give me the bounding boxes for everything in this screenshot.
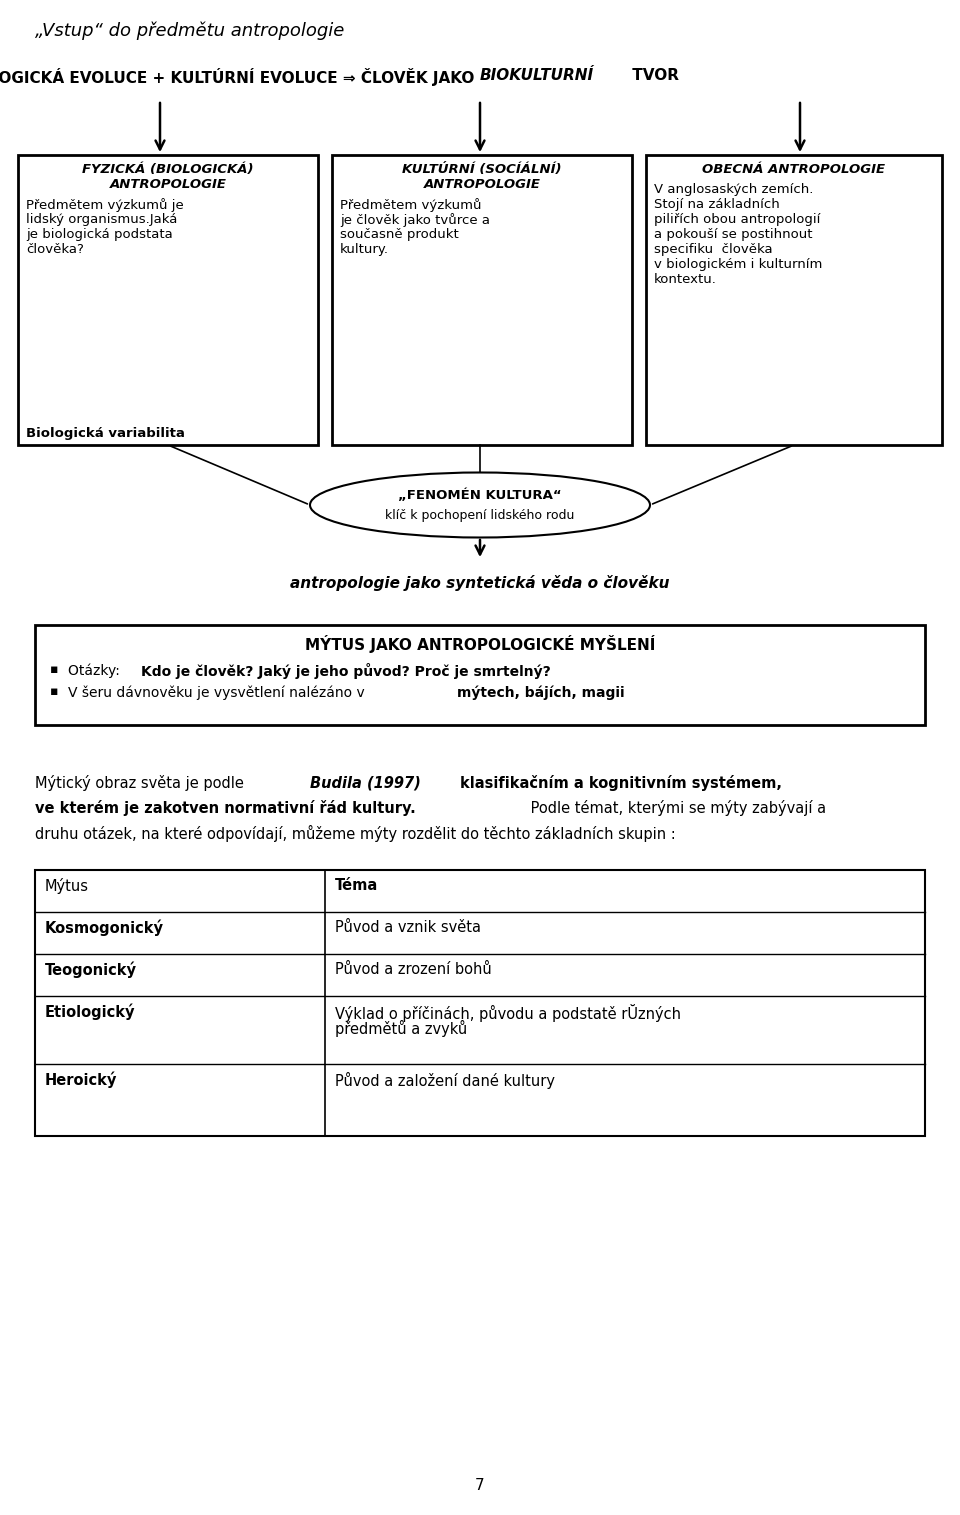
Text: klasifikačním a kognitivním systémem,: klasifikačním a kognitivním systémem,: [460, 776, 782, 791]
Text: Mýtus: Mýtus: [45, 879, 89, 894]
Text: Heroický: Heroický: [45, 1073, 117, 1088]
Text: Kdo je člověk? Jaký je jeho původ? Proč je smrtelný?: Kdo je člověk? Jaký je jeho původ? Proč …: [140, 664, 550, 679]
Text: BIOKULTURNÍ: BIOKULTURNÍ: [480, 68, 594, 83]
Text: kontextu.: kontextu.: [654, 273, 717, 286]
Bar: [35, 626, 925, 726]
Text: Původ a založení dané kultury: Původ a založení dané kultury: [335, 1073, 555, 1089]
Text: ▪: ▪: [50, 664, 59, 676]
Text: V šeru dávnověku je vysvětlení nalézáno v: V šeru dávnověku je vysvětlení nalézáno …: [68, 685, 370, 700]
Text: v biologickém i kulturním: v biologickém i kulturním: [654, 258, 823, 271]
Text: TVOR: TVOR: [627, 68, 680, 83]
Text: je člověk jako tvůrce a: je člověk jako tvůrce a: [340, 214, 490, 227]
Text: mýtech, bájích, magii: mýtech, bájích, magii: [457, 685, 624, 700]
Text: „FENOMÉN KULTURA“: „FENOMÉN KULTURA“: [398, 488, 562, 501]
Text: antropologie jako syntetická věda o člověku: antropologie jako syntetická věda o člov…: [290, 576, 670, 591]
Text: FYZICKÁ (BIOLOGICKÁ): FYZICKÁ (BIOLOGICKÁ): [83, 164, 253, 176]
Ellipse shape: [310, 473, 650, 538]
Text: Podle témat, kterými se mýty zabývají a: Podle témat, kterými se mýty zabývají a: [526, 800, 827, 817]
Text: V anglosaských zemích.: V anglosaských zemích.: [654, 183, 813, 195]
Text: MÝTUS JAKO ANTROPOLOGICKÉ MYŠLENÍ: MÝTUS JAKO ANTROPOLOGICKÉ MYŠLENÍ: [305, 635, 655, 653]
Text: KULTÚRNÍ (SOCÍÁLNÍ): KULTÚRNÍ (SOCÍÁLNÍ): [402, 164, 562, 176]
Text: OBECNÁ ANTROPOLOGIE: OBECNÁ ANTROPOLOGIE: [703, 164, 885, 176]
Text: Biologická variabilita: Biologická variabilita: [26, 427, 185, 439]
Text: ▪: ▪: [50, 685, 59, 698]
Text: specifiku  člověka: specifiku člověka: [654, 242, 773, 256]
Text: 7: 7: [475, 1479, 485, 1492]
Text: Téma: Téma: [335, 879, 378, 892]
Text: BIOLOGICKÁ EVOLUCE + KULTÚRNÍ EVOLUCE ⇒ ČLOVĚK JAKO: BIOLOGICKÁ EVOLUCE + KULTÚRNÍ EVOLUCE ⇒ …: [0, 68, 480, 86]
Text: předmětů a zvyků: předmětů a zvyků: [335, 1020, 468, 1036]
Text: „Vstup“ do předmětu antropologie: „Vstup“ do předmětu antropologie: [35, 23, 345, 41]
Bar: [18, 155, 318, 445]
Text: Stojí na základních: Stojí na základních: [654, 198, 780, 211]
Bar: [35, 870, 925, 1136]
Text: Kosmogonický: Kosmogonický: [45, 920, 164, 936]
Text: Mýtický obraz světa je podle: Mýtický obraz světa je podle: [35, 776, 249, 791]
Text: piliřích obou antropologií: piliřích obou antropologií: [654, 214, 821, 226]
Text: ve kterém je zakotven normativní řád kultury.: ve kterém je zakotven normativní řád kul…: [35, 800, 416, 817]
Text: člověka?: člověka?: [26, 242, 84, 256]
Text: kultury.: kultury.: [340, 242, 389, 256]
Text: druhu otázek, na které odpovídají, můžeme mýty rozdělit do těchto základních sku: druhu otázek, na které odpovídají, můžem…: [35, 826, 676, 842]
Text: ANTROPOLOGIE: ANTROPOLOGIE: [423, 177, 540, 191]
Text: Původ a zrození bohů: Původ a zrození bohů: [335, 962, 492, 977]
Text: Otázky:: Otázky:: [68, 664, 124, 677]
Text: lidský organismus.Jaká: lidský organismus.Jaká: [26, 214, 178, 226]
Text: Etiologický: Etiologický: [45, 1004, 135, 1021]
Bar: [646, 155, 942, 445]
Text: ANTROPOLOGIE: ANTROPOLOGIE: [109, 177, 227, 191]
Text: Výklad o příčinách, původu a podstatě rŬzných: Výklad o příčinách, původu a podstatě rŬ…: [335, 1004, 681, 1023]
Text: je biologická podstata: je biologická podstata: [26, 227, 173, 241]
Text: Předmětem výzkumů: Předmětem výzkumů: [340, 198, 482, 212]
Text: Předmětem výzkumů je: Předmětem výzkumů je: [26, 198, 183, 212]
Bar: [332, 155, 632, 445]
Text: Teogonický: Teogonický: [45, 962, 137, 979]
Text: klíč k pochopení lidského rodu: klíč k pochopení lidského rodu: [385, 509, 575, 521]
Text: a pokouší se postihnout: a pokouší se postihnout: [654, 227, 812, 241]
Text: Původ a vznik světa: Původ a vznik světa: [335, 920, 481, 935]
Text: současně produkt: současně produkt: [340, 227, 459, 241]
Text: Budila (1997): Budila (1997): [310, 776, 426, 789]
